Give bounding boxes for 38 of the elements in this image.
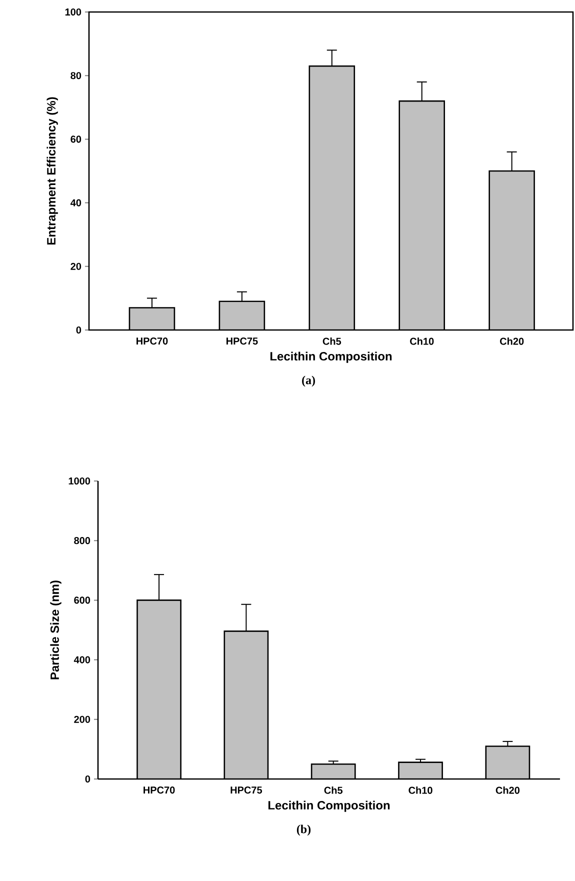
x-tick-label: HPC75 <box>226 338 258 345</box>
x-tick-label: HPC75 <box>230 786 262 794</box>
y-tick-label: 800 <box>74 537 90 544</box>
y-tick-label: 40 <box>70 199 82 206</box>
bar <box>218 300 266 330</box>
x-tick-label: HPC70 <box>136 338 168 345</box>
bar <box>308 65 356 330</box>
y-tick-label: 100 <box>65 8 82 16</box>
x-tick-label: Ch20 <box>500 338 524 345</box>
text: (b) <box>296 824 311 836</box>
y-axis-title: Particle Size (nm) <box>50 580 62 680</box>
bar <box>312 764 356 779</box>
bar <box>128 307 176 330</box>
bar <box>224 631 268 779</box>
x-tick-label: Ch20 <box>496 786 520 794</box>
y-tick-label: 60 <box>70 136 82 143</box>
y-tick-label: 20 <box>70 262 82 270</box>
x-tick-label: Ch10 <box>408 786 432 794</box>
y-tick-label: 200 <box>74 716 90 723</box>
x-axis-title: Lecithin Composition <box>270 352 392 363</box>
x-tick-label: Ch5 <box>324 786 343 794</box>
y-axis-title: Entrapment Efficiency (%) <box>46 97 58 245</box>
x-tick-label: Ch10 <box>410 338 434 345</box>
y-tick-label: 0 <box>76 326 82 334</box>
bar <box>485 746 530 779</box>
y-tick-label: 80 <box>70 72 82 80</box>
y-tick-label: 400 <box>74 656 90 664</box>
y-tick-label: 1000 <box>68 477 90 485</box>
bar <box>398 100 445 330</box>
bar <box>398 762 442 779</box>
y-tick-label: 600 <box>74 596 90 604</box>
x-axis-title: Lecithin Composition <box>268 800 390 812</box>
bar <box>488 170 535 330</box>
y-tick-label: 0 <box>85 775 90 783</box>
x-tick-label: Ch5 <box>322 338 342 345</box>
bar <box>137 600 181 779</box>
text: (a) <box>302 376 315 387</box>
x-tick-label: HPC70 <box>144 786 175 794</box>
